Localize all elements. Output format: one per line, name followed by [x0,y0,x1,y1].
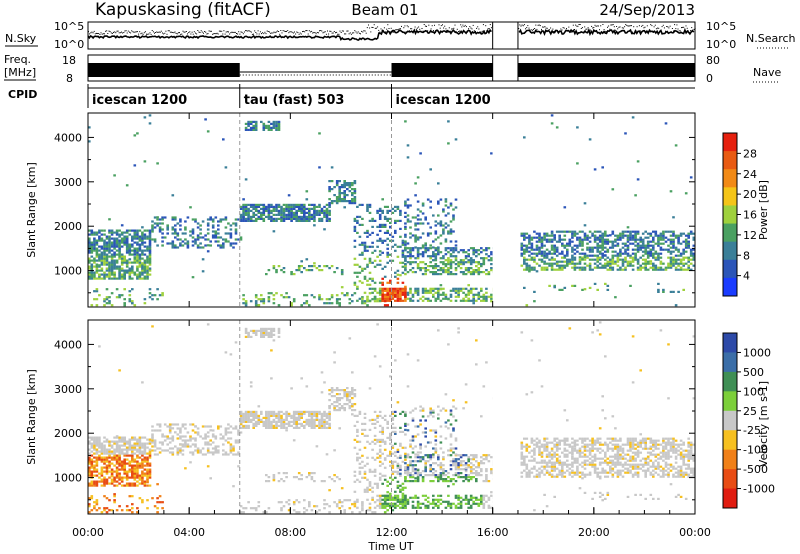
cpid-segment-label: icescan 1200 [396,93,491,108]
ytick-label: 3000 [54,383,82,396]
colorbar-swatch [723,133,737,152]
colorbar-tick-label: 20 [743,188,757,201]
nsearch-trace [88,24,696,35]
colorbar-swatch [723,205,737,225]
xtick-label: 16:00 [477,526,509,539]
xtick-label: 00:00 [679,526,711,539]
colorbar-tick-label: 12 [743,229,757,242]
colorbar-swatch [723,449,737,470]
velocity-colorbar: 1000 500 100 25 -25 -100 -500 -1000 [722,332,775,509]
nsky-trace [87,27,695,42]
colorbar-tick-label: -25 [743,424,761,437]
power-gap [492,114,518,306]
station-title: Kapuskasing (fitACF) [95,0,271,20]
time-xlabel: Time UT [367,540,413,553]
noise-tick-bottom-right: 10^0 [706,38,736,51]
nave-label: Nave [753,66,781,79]
ytick-label: 2000 [54,220,82,233]
power-colorbar-label: Power [dB] [757,180,770,240]
freq-gap [492,54,519,82]
xtick-label: 12:00 [376,526,408,539]
colorbar-swatch [723,488,737,509]
colorbar-swatch [723,151,737,170]
colorbar-swatch [723,333,737,353]
nave-tick-top: 80 [706,54,720,67]
colorbar-swatch [723,277,737,297]
colorbar-tick-label: -500 [743,463,768,476]
colorbar-tick-label: -100 [743,444,768,457]
colorbar-swatch [723,169,737,188]
freq-block [391,63,493,77]
colorbar-tick-label: 16 [743,209,757,222]
cpid-segment-label: icescan 1200 [92,93,187,108]
colorbar-swatch [723,259,737,279]
ytick-label: 4000 [54,131,82,144]
colorbar-tick-label: 8 [743,249,750,262]
velocity-gap [492,321,518,513]
nsky-label: N.Sky [5,32,37,45]
power-cells [88,114,696,307]
ytick-label: 4000 [54,338,82,351]
xtick-label: 08:00 [274,526,306,539]
colorbar-swatch [723,469,737,490]
xtick-label: 04:00 [173,526,205,539]
velocity-panel: 1000 2000 3000 4000 [54,319,696,515]
ytick-label: 1000 [54,265,82,278]
cpid-row: icescan 1200 tau (fast) 503 icescan 1200 [87,84,695,108]
noise-tick-bottom-left: 10^0 [54,38,84,51]
cpid-segment-label: tau (fast) 503 [244,93,345,108]
xtick-label: 20:00 [578,526,610,539]
colorbar-swatch [723,223,737,243]
power-colorbar: 4 8 12 16 20 24 28 [722,132,757,297]
freq-block [517,63,695,77]
noise-panel [87,21,696,50]
freq-block [88,63,240,77]
xtick-label: 00:00 [72,526,104,539]
power-panel: 1000 2000 3000 4000 [54,112,696,308]
colorbar-swatch [723,352,737,373]
cpid-label: CPID [8,88,37,101]
velocity-cells [88,321,696,514]
noise-gap [492,21,519,50]
beam-title: Beam 01 [351,1,418,19]
freq-nave-panel [87,54,696,82]
colorbar-swatch [723,241,737,261]
nave-tick-bottom: 0 [706,72,713,85]
colorbar-tick-label: 4 [743,270,750,283]
colorbar-tick-label: 25 [743,405,757,418]
velocity-ylabel: Slant Range [km] [25,369,38,465]
colorbar-swatch [723,371,737,392]
nsearch-label: N.Search [746,32,796,45]
freq-label: Freq. [4,53,31,66]
date-title: 24/Sep/2013 [599,1,695,19]
time-axis: 00:00 04:00 08:00 12:00 16:00 20:00 00:00 [72,113,711,539]
colorbar-tick-label: 28 [743,147,757,160]
colorbar-swatch [723,410,737,431]
ytick-label: 1000 [54,472,82,485]
colorbar-swatch [723,187,737,206]
ytick-label: 3000 [54,176,82,189]
freq-unit-label: [MHz] [4,66,36,79]
colorbar-tick-label: 100 [743,385,764,398]
colorbar-tick-label: 24 [743,168,757,181]
noise-tick-top-left: 10^5 [54,20,84,33]
colorbar-tick-label: 1000 [743,346,771,359]
colorbar-swatch [723,391,737,412]
colorbar-swatch [723,430,737,451]
ytick-label: 2000 [54,427,82,440]
colorbar-tick-label: 500 [743,366,764,379]
freq-tick-bottom: 8 [66,72,73,85]
freq-tick-top: 18 [62,54,76,67]
power-ylabel: Slant Range [km] [25,162,38,258]
velocity-colorbar-label: Velocity [m s-1] [757,381,770,467]
colorbar-tick-label: -1000 [743,483,775,496]
colorbar-frame [722,332,738,509]
noise-tick-top-right: 10^5 [706,20,736,33]
